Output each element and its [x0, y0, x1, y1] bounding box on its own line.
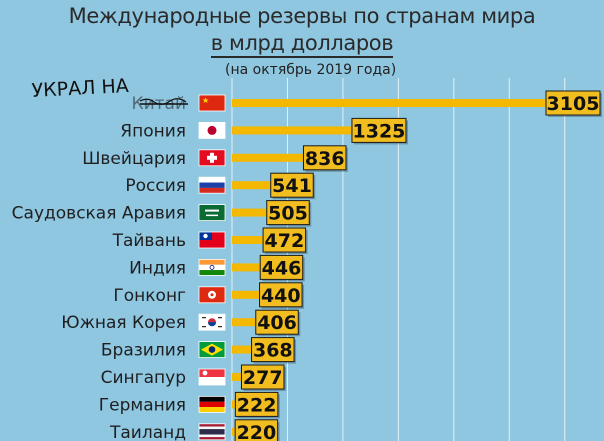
value-label: 277 — [243, 367, 283, 389]
value-label-box — [234, 391, 279, 417]
category-label: Бразилия — [101, 341, 186, 361]
germany-flag-icon — [198, 395, 226, 413]
bar — [232, 99, 577, 107]
value-label-box — [262, 227, 307, 253]
taiwan-flag-icon — [198, 231, 226, 249]
category-label: Гонконг — [113, 286, 186, 306]
date-note: (на октябрь 2019 года) — [225, 62, 397, 78]
bar — [232, 263, 282, 272]
bar-row: Швейцария 836 — [82, 145, 348, 172]
value-label: 505 — [268, 203, 308, 225]
bar — [232, 153, 325, 162]
value-label: 1325 — [353, 120, 406, 142]
value-label-box — [234, 419, 279, 441]
russia-flag-icon — [198, 176, 226, 194]
value-label-box — [545, 90, 601, 116]
category-label: Сингапур — [101, 368, 186, 388]
value-label-box — [270, 172, 314, 198]
bar — [232, 126, 379, 135]
value-label-box — [302, 145, 347, 171]
category-label: Южная Корея — [61, 313, 186, 333]
category-label: Германия — [99, 395, 186, 415]
singapore-flag-icon — [198, 368, 226, 386]
bar-row: Сингапур 277 — [101, 364, 286, 391]
bar-row: Тайвань 472 — [112, 227, 308, 254]
bar-row: Таиланд 220 — [109, 419, 280, 441]
category-label: Саудовская Аравия — [12, 204, 186, 224]
japan-flag-icon — [198, 122, 226, 139]
category-label: Индия — [129, 258, 186, 278]
switzerland-flag-icon — [198, 149, 226, 167]
bar-row: Япония 1325 — [120, 117, 408, 145]
value-label: 446 — [262, 257, 302, 279]
bar-row: Индия 446 — [129, 254, 305, 282]
china-flag-icon: ★ — [198, 94, 226, 112]
value-label: 222 — [237, 394, 277, 416]
chart-subtitle-text: в млрд долларов — [210, 31, 394, 58]
india-flag-icon — [198, 258, 226, 276]
value-label-box — [266, 200, 310, 226]
scribble-line — [139, 98, 187, 105]
value-label: 406 — [257, 312, 297, 334]
svg-text:★: ★ — [202, 96, 209, 105]
value-label: 472 — [265, 230, 305, 252]
value-label: 836 — [305, 148, 345, 170]
value-label-box — [251, 337, 295, 363]
value-label-box — [255, 309, 299, 335]
value-label-box — [351, 117, 407, 143]
hong-kong-flag-icon — [198, 286, 226, 304]
value-label-box — [259, 282, 303, 308]
handwritten-text: УКРАЛ НА — [31, 75, 129, 102]
bar-row: Германия 222 — [99, 391, 280, 419]
brazil-flag-icon — [198, 341, 226, 359]
value-label: 541 — [272, 175, 312, 197]
value-label: 3105 — [547, 93, 600, 115]
south-korea-flag-icon — [198, 313, 226, 331]
category-label: Россия — [125, 176, 186, 196]
chart-title: Международные резервы по странам мира — [68, 4, 536, 28]
chart-subtitle: в млрд долларов — [0, 31, 604, 58]
bar-row: Россия 541 — [125, 172, 316, 200]
category-label: Япония — [120, 121, 186, 141]
bar — [232, 318, 278, 327]
value-label: 368 — [253, 340, 293, 362]
value-label: 440 — [261, 285, 301, 307]
bar — [232, 236, 285, 244]
value-label: 220 — [237, 422, 277, 441]
handwritten-annotation: УКРАЛ НА — [31, 75, 188, 105]
bar-row: Гонконг 440 — [113, 282, 305, 309]
value-label-box — [240, 364, 285, 390]
bar-row: Китай ★ 3105 — [132, 90, 602, 117]
bar — [232, 290, 281, 299]
category-label: Тайвань — [112, 231, 186, 251]
bar — [232, 181, 293, 190]
category-label: Швейцария — [82, 149, 186, 169]
thailand-flag-icon — [198, 423, 226, 441]
bar — [232, 208, 289, 217]
bar-row: Саудовская Аравия 505 — [12, 200, 312, 227]
category-label: Таиланд — [109, 423, 186, 441]
value-label-box — [259, 254, 304, 280]
bar-row: Бразилия 368 — [101, 337, 297, 364]
bar-row: Южная Корея 406 — [61, 309, 301, 337]
saudi-arabia-flag-icon — [198, 204, 226, 222]
